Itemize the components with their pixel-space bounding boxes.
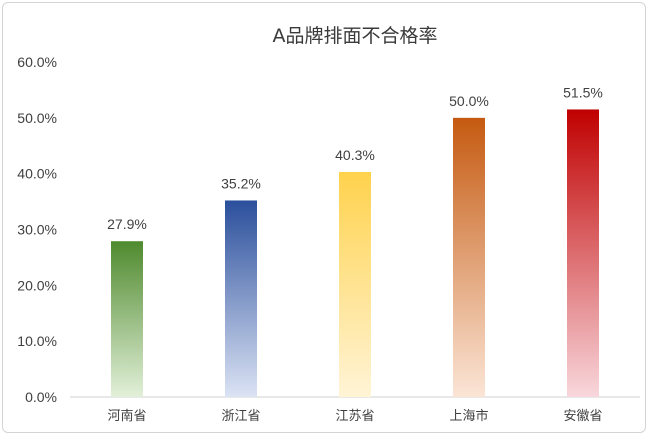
- chart-frame: [2, 2, 646, 433]
- x-category-label: 浙江省: [221, 409, 260, 424]
- bar: [111, 241, 143, 397]
- data-label: 40.3%: [335, 147, 375, 163]
- data-label: 35.2%: [221, 175, 261, 191]
- bar: [225, 200, 257, 397]
- x-category-label: 上海市: [449, 408, 488, 424]
- chart-title: A品牌排面不合格率: [273, 25, 438, 47]
- data-label: 51.5%: [563, 84, 603, 100]
- bar: [339, 171, 371, 397]
- y-tick-label: 40.0%: [17, 166, 57, 182]
- y-tick-label: 30.0%: [17, 222, 57, 238]
- y-tick-label: 20.0%: [17, 277, 57, 293]
- y-tick-label: 50.0%: [17, 110, 57, 126]
- x-category-label: 河南省: [107, 408, 146, 424]
- x-axis-categories: 河南省 浙江省 江苏省 上海市 安徽省: [107, 408, 602, 424]
- data-label: 27.9%: [107, 216, 147, 232]
- bar: [453, 117, 485, 397]
- y-axis-ticks: 0.0% 10.0% 20.0% 30.0% 40.0% 50.0% 60.0%: [17, 54, 57, 405]
- y-tick-label: 0.0%: [25, 389, 57, 405]
- x-category-label: 江苏省: [335, 408, 374, 424]
- bars-group: [111, 109, 599, 397]
- y-tick-label: 10.0%: [17, 333, 57, 349]
- data-labels: 27.9% 35.2% 40.3% 50.0% 51.5%: [107, 84, 603, 232]
- bar: [567, 109, 599, 397]
- y-tick-label: 60.0%: [17, 54, 57, 70]
- data-label: 50.0%: [449, 93, 489, 109]
- x-category-label: 安徽省: [563, 409, 602, 424]
